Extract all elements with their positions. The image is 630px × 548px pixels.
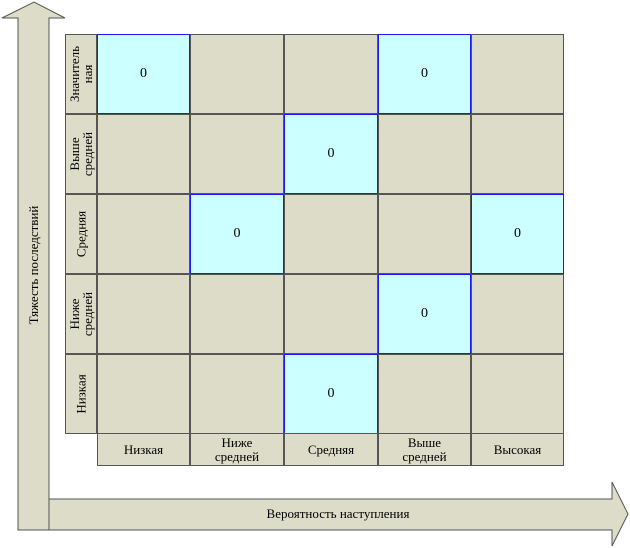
column-label: Средняя [284, 433, 378, 466]
matrix-cell [471, 34, 564, 114]
matrix-cell [284, 34, 378, 114]
matrix-cell [190, 34, 284, 114]
matrix-cell [471, 274, 564, 354]
matrix-cell: 0 [284, 114, 378, 194]
matrix-cell [190, 354, 284, 434]
matrix-cell: 0 [471, 194, 564, 274]
column-label: Ниже средней [190, 433, 284, 466]
matrix-cell [284, 194, 378, 274]
matrix-cell [190, 274, 284, 354]
row-label: Низкая [65, 354, 97, 434]
row-label: Средняя [65, 194, 97, 274]
matrix-cell [471, 114, 564, 194]
matrix-cell [378, 194, 471, 274]
row-label-text: Выше средней [67, 131, 95, 177]
x-axis-label: Вероятность наступления [266, 506, 410, 521]
matrix-cell [190, 114, 284, 194]
column-label: Низкая [97, 433, 190, 466]
row-label: Выше средней [65, 114, 97, 194]
y-axis-label: Тяжесть последствий [26, 205, 41, 325]
matrix-cell: 0 [378, 34, 471, 114]
column-label: Высокая [471, 433, 564, 466]
matrix-cell [97, 354, 190, 434]
row-label-text: Средняя [73, 210, 89, 258]
column-label: Выше средней [378, 433, 471, 466]
matrix-cell [471, 354, 564, 434]
row-label-text: Низкая [73, 374, 89, 414]
matrix-cell: 0 [190, 194, 284, 274]
matrix-cell [97, 194, 190, 274]
matrix-cell: 0 [378, 274, 471, 354]
x-axis-arrow [48, 481, 629, 547]
row-label-text: Значитель ная [67, 45, 95, 103]
matrix-cell [97, 274, 190, 354]
matrix-cell [378, 114, 471, 194]
row-label-text: Ниже средней [67, 291, 95, 337]
matrix-cell [284, 274, 378, 354]
row-label: Ниже средней [65, 274, 97, 354]
matrix-cell: 0 [97, 34, 190, 114]
y-axis-arrow [1, 1, 66, 531]
matrix-cell [97, 114, 190, 194]
matrix-cell: 0 [284, 354, 378, 434]
row-label: Значитель ная [65, 34, 97, 114]
matrix-cell [378, 354, 471, 434]
